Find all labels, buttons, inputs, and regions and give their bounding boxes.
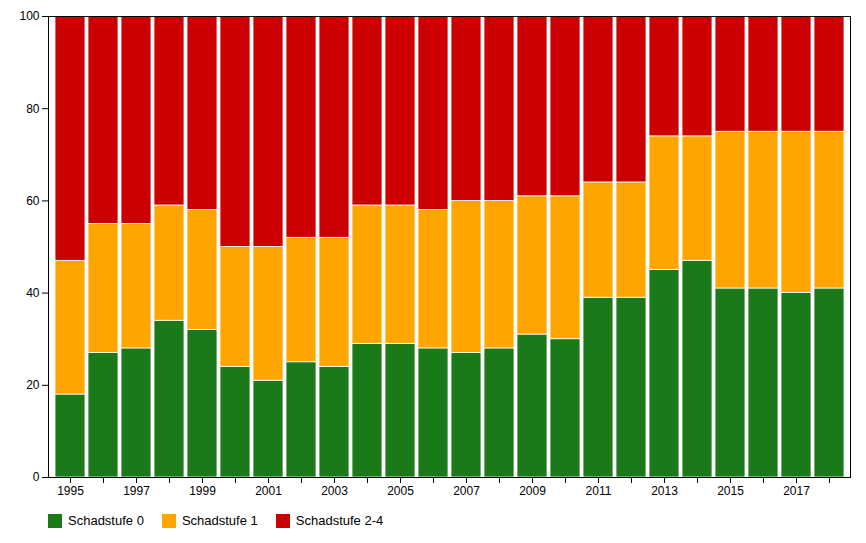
svg-text:2003: 2003 bbox=[321, 484, 348, 498]
html-text:Schadstufe 0: Schadstufe 0 bbox=[68, 513, 144, 528]
svg-text:60: 60 bbox=[26, 194, 40, 208]
html-text:Schadstufe 1: Schadstufe 1 bbox=[181, 513, 258, 528]
svg-text:40: 40 bbox=[26, 286, 40, 300]
svg-text:2017: 2017 bbox=[783, 484, 810, 498]
html-text:Schadstufe 2-4: Schadstufe 2-4 bbox=[295, 513, 384, 528]
svg-text:2009: 2009 bbox=[519, 484, 546, 498]
svg-text:1995: 1995 bbox=[57, 484, 84, 498]
svg-text:2015: 2015 bbox=[717, 484, 744, 498]
svg-text:2001: 2001 bbox=[255, 484, 282, 498]
svg-text:1997: 1997 bbox=[123, 484, 150, 498]
svg-text:2013: 2013 bbox=[651, 484, 678, 498]
svg-text:2005: 2005 bbox=[387, 484, 414, 498]
svg-text:2007: 2007 bbox=[453, 484, 480, 498]
svg-text:0: 0 bbox=[33, 470, 40, 484]
svg-text:1999: 1999 bbox=[189, 484, 216, 498]
svg-text:20: 20 bbox=[26, 378, 40, 392]
svg-text:100: 100 bbox=[19, 9, 39, 23]
svg-text:2011: 2011 bbox=[586, 484, 612, 498]
svg-text:80: 80 bbox=[26, 102, 40, 116]
